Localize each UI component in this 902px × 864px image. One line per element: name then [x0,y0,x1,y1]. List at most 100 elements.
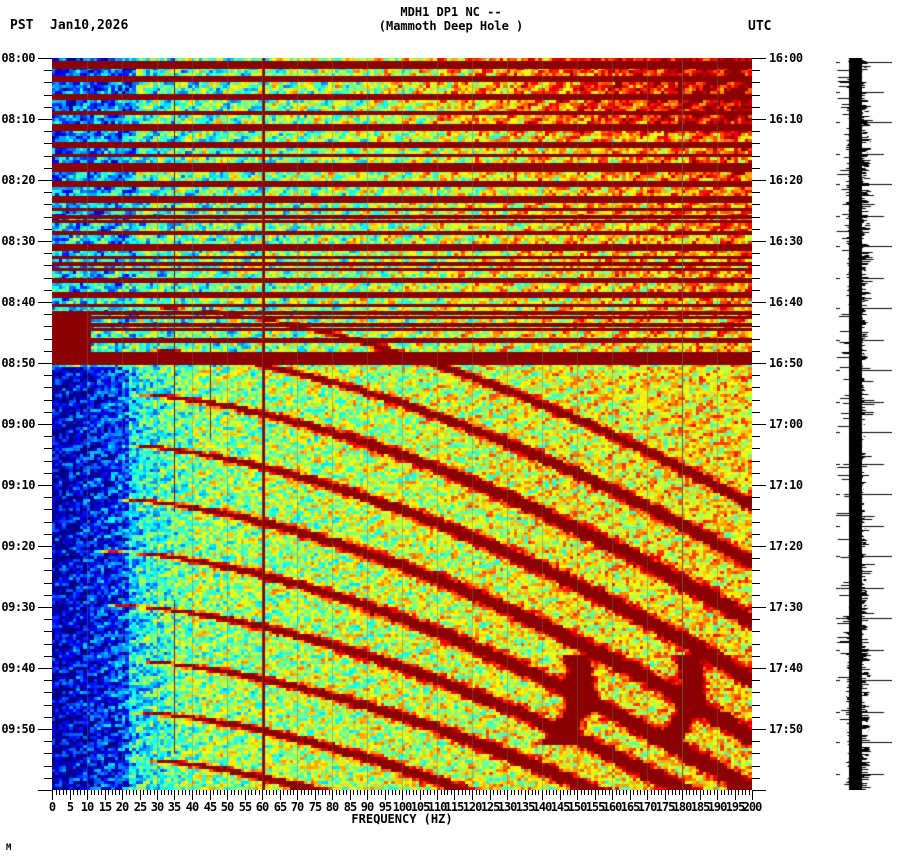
frequency-tick-label: 0 [48,800,56,814]
minor-tick-frequency [707,790,708,795]
minor-tick-frequency [381,790,382,795]
minor-tick-pst [44,278,52,279]
minor-tick-frequency [392,790,393,795]
minor-tick-frequency [535,790,536,795]
major-tick-utc [752,180,766,181]
frequency-tick-label: 155 [585,800,606,814]
frequency-tick-label: 160 [602,800,623,814]
minor-tick-frequency [217,790,218,795]
minor-tick-pst [44,570,52,571]
minor-tick-frequency [514,790,515,795]
minor-tick-frequency [196,790,197,795]
time-tick-label-pst: 08:00 [1,51,35,65]
minor-tick-pst [44,680,52,681]
minor-tick-frequency [80,790,81,795]
minor-tick-utc [752,351,760,352]
major-tick-frequency [367,790,368,800]
minor-tick-frequency [213,790,214,795]
frequency-tick-label: 30 [150,800,164,814]
minor-tick-frequency [465,790,466,795]
minor-tick-pst [44,766,52,767]
frequency-axis: 0 5 10 15 20 25 30 35 40 45 50 55 60 65 70 75 80 85 90 95 10… [48,790,762,830]
minor-tick-pst [44,314,52,315]
minor-tick-frequency [444,790,445,795]
minor-tick-frequency [150,790,151,795]
minor-tick-utc [752,253,760,254]
frequency-tick-label: 85 [343,800,357,814]
frequency-tick-label: 140 [532,800,553,814]
major-tick-pst [38,607,52,608]
minor-tick-frequency [518,790,519,795]
minor-tick-frequency [605,790,606,795]
date-label: Jan10,2026 [50,18,129,33]
frequency-tick-label: 95 [378,800,392,814]
minor-tick-utc [752,143,760,144]
minor-tick-frequency [658,790,659,795]
minor-tick-frequency [588,790,589,795]
minor-tick-frequency [483,790,484,795]
minor-tick-frequency [339,790,340,795]
major-tick-utc [752,302,766,303]
time-tick-label-utc: 16:10 [769,112,803,126]
minor-tick-utc [752,229,760,230]
minor-tick-pst [44,497,52,498]
minor-tick-frequency [112,790,113,795]
frequency-tick-label: 165 [620,800,641,814]
major-tick-frequency [595,790,596,800]
minor-tick-utc [752,107,760,108]
minor-tick-frequency [255,790,256,795]
minor-tick-frequency [749,790,750,795]
minor-tick-frequency [231,790,232,795]
frequency-tick-label: 70 [290,800,304,814]
major-tick-frequency [507,790,508,800]
minor-tick-utc [752,522,760,523]
minor-tick-utc [752,448,760,449]
minor-tick-frequency [136,790,137,795]
major-tick-utc [752,119,766,120]
minor-tick-frequency [556,790,557,795]
minor-tick-frequency [504,790,505,795]
minor-tick-utc [752,619,760,620]
major-tick-frequency [332,790,333,800]
minor-tick-pst [44,204,52,205]
minor-tick-frequency [287,790,288,795]
minor-tick-frequency [178,790,179,795]
frequency-tick-label: 15 [98,800,112,814]
minor-tick-frequency [731,790,732,795]
minor-tick-frequency [126,790,127,795]
major-tick-frequency [560,790,561,800]
minor-tick-frequency [409,790,410,795]
time-tick-label-utc: 17:40 [769,661,803,675]
minor-tick-utc [752,741,760,742]
minor-tick-utc [752,387,760,388]
major-tick-frequency [157,790,158,800]
minor-tick-pst [44,448,52,449]
frequency-tick-label: 170 [637,800,658,814]
minor-tick-utc [752,473,760,474]
minor-tick-frequency [199,790,200,795]
minor-tick-frequency [357,790,358,795]
major-tick-pst [38,668,52,669]
spectrogram-plot[interactable] [52,58,752,790]
minor-tick-frequency [668,790,669,795]
minor-tick-frequency [311,790,312,795]
minor-tick-frequency [66,790,67,795]
major-tick-frequency [174,790,175,800]
minor-tick-frequency [451,790,452,795]
minor-tick-frequency [318,790,319,795]
minor-tick-pst [44,509,52,510]
major-tick-frequency [525,790,526,800]
frequency-tick-label: 65 [273,800,287,814]
frequency-tick-label: 105 [410,800,431,814]
minor-tick-frequency [549,790,550,795]
minor-tick-frequency [56,790,57,795]
major-tick-frequency [490,790,491,800]
minor-tick-frequency [406,790,407,795]
minor-tick-frequency [84,790,85,795]
minor-tick-utc [752,644,760,645]
minor-tick-frequency [378,790,379,795]
minor-tick-utc [752,558,760,559]
minor-tick-frequency [462,790,463,795]
minor-tick-utc [752,156,760,157]
major-tick-pst [38,302,52,303]
